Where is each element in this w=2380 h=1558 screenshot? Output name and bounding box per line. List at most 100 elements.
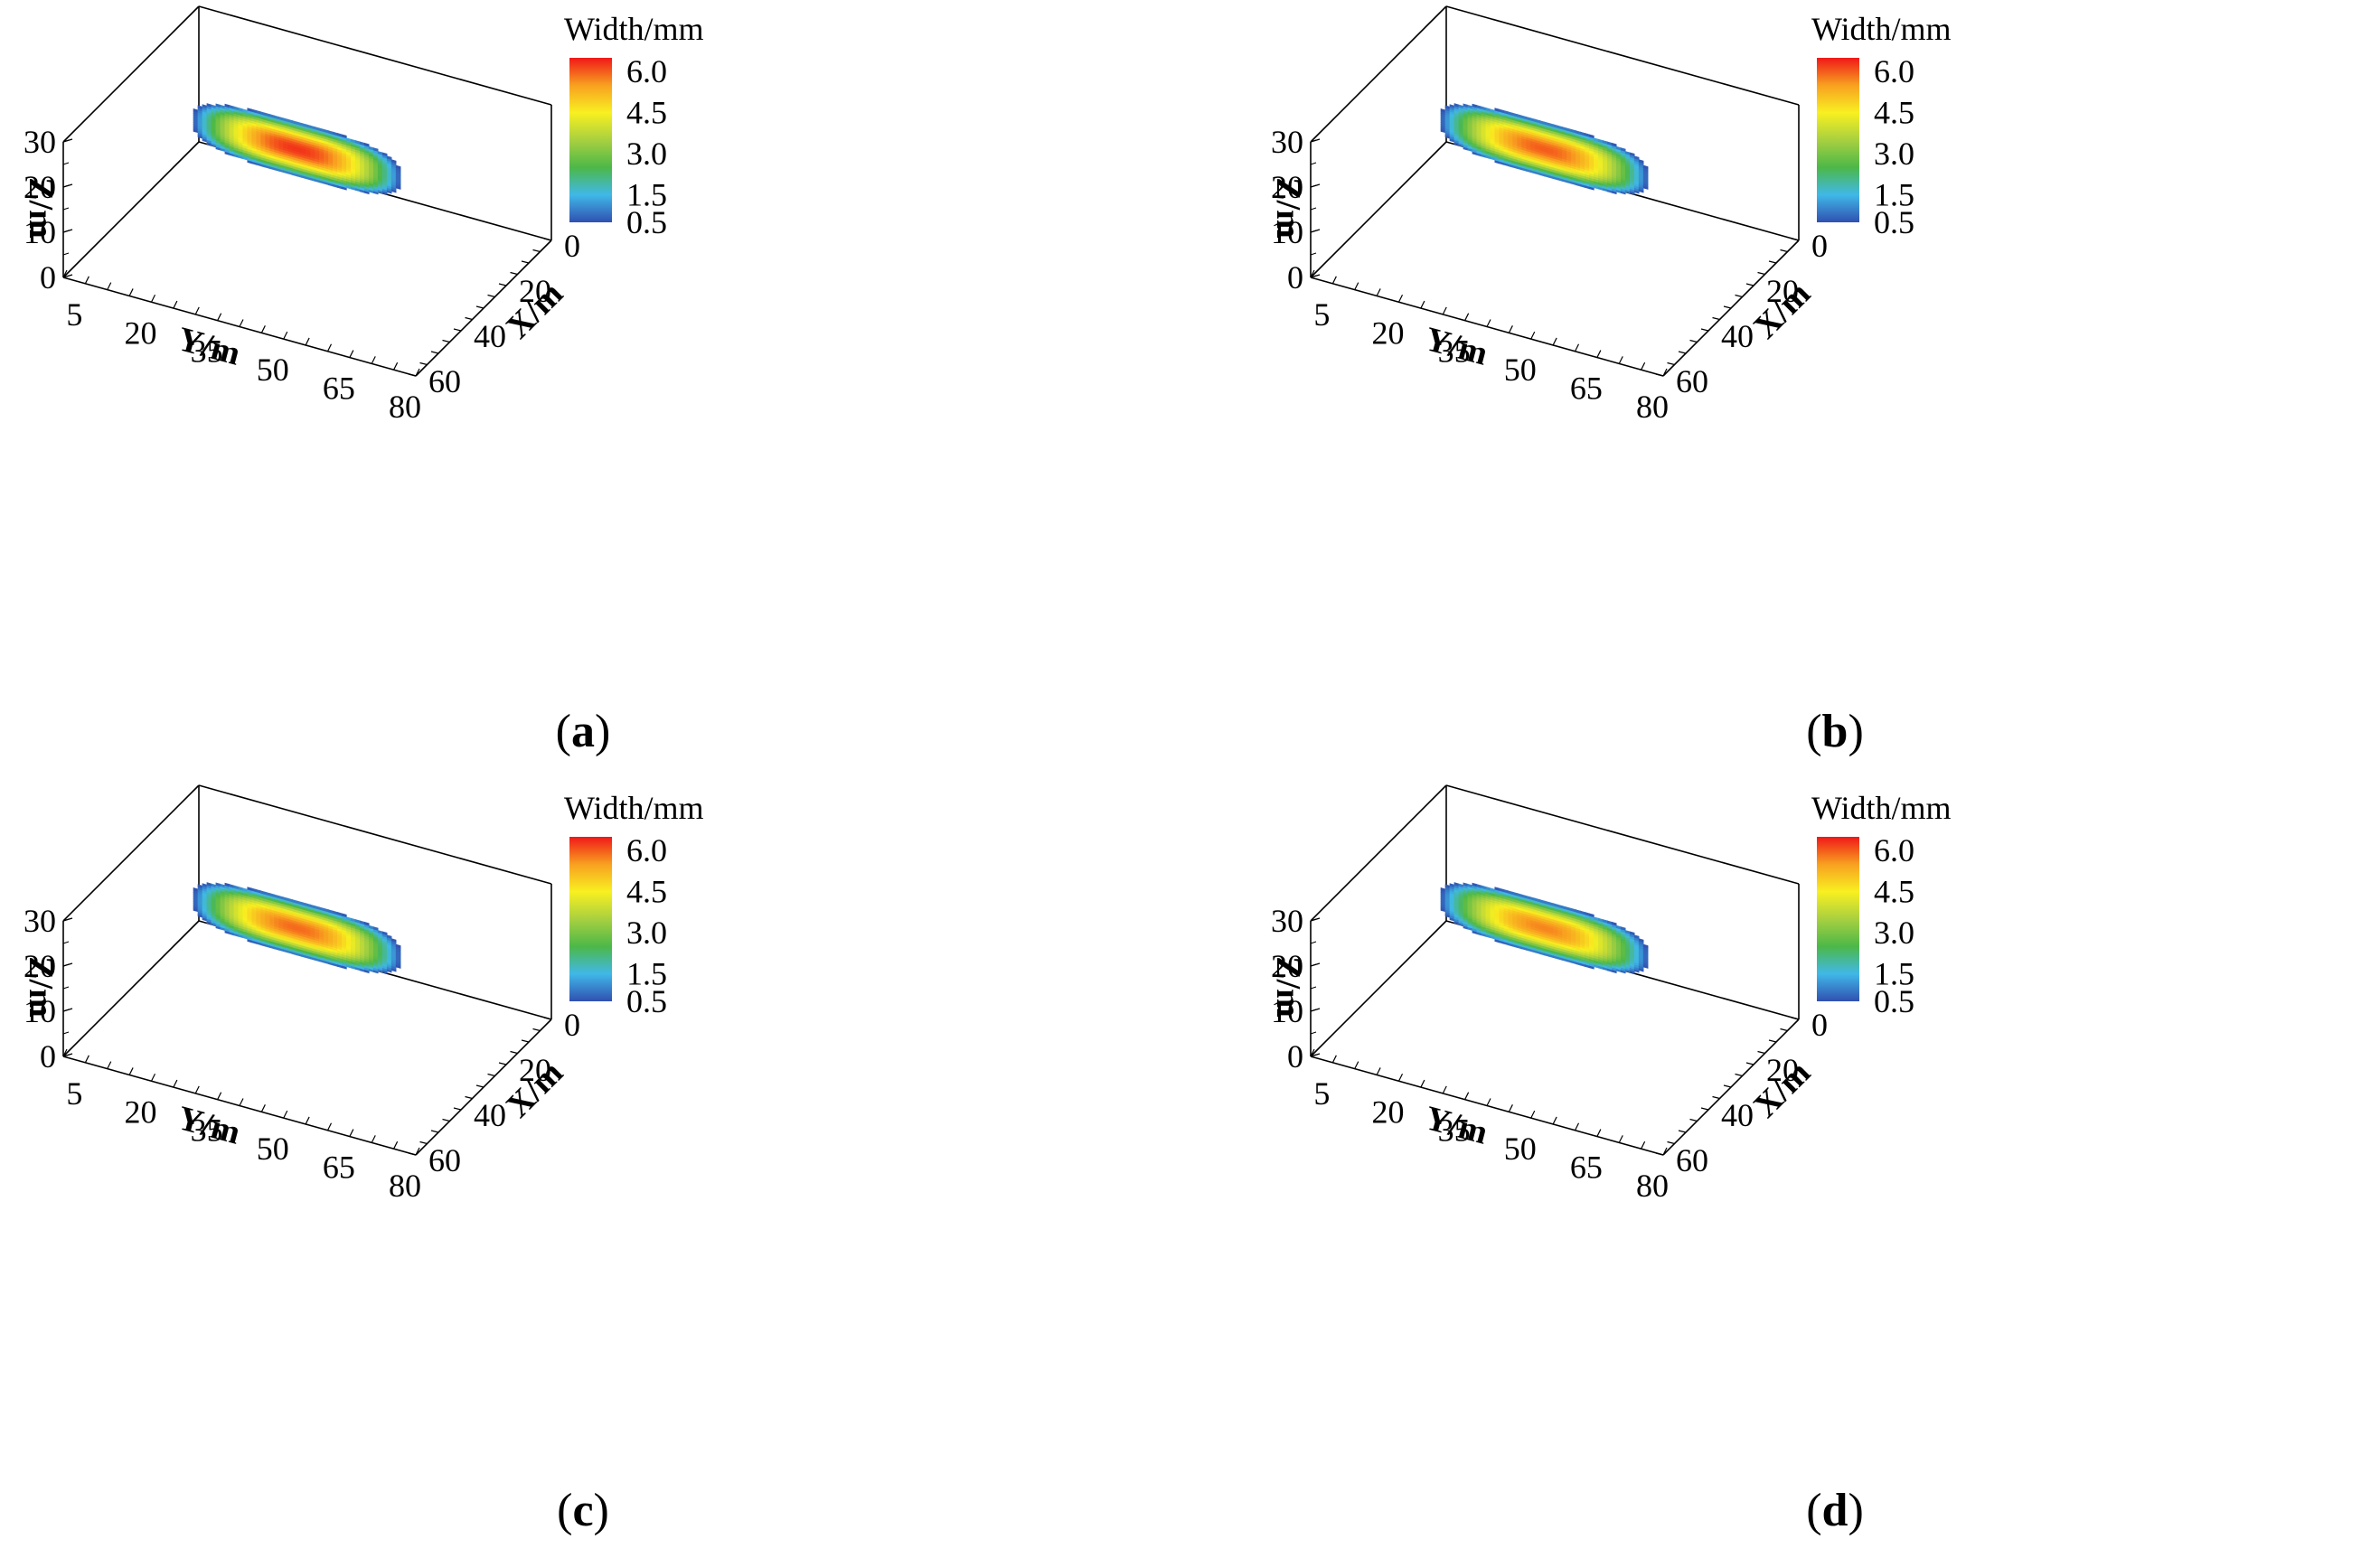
y-minor-tick xyxy=(1442,306,1447,315)
y-minor-tick xyxy=(1530,1110,1536,1119)
z-minor-tick xyxy=(1310,184,1317,188)
colorbar-tick-label: 0.5 xyxy=(626,983,667,1019)
x-tick-label: 60 xyxy=(1676,1142,1708,1178)
x-minor-tick xyxy=(1712,1095,1720,1100)
panel-caption-b: (b) xyxy=(1806,706,1864,757)
x-tick-label: 20 xyxy=(519,1052,551,1088)
y-minor-tick xyxy=(1530,331,1536,340)
fracture-cell xyxy=(1629,152,1635,157)
x-minor-tick xyxy=(532,249,541,253)
z-minor-tick xyxy=(62,252,70,256)
box-edge xyxy=(62,141,200,278)
panel-d: 0 10 20 30 5 20 35 50 65 80 0 20 40 60 Z/m Y/m X/m Width/… xyxy=(1247,779,2377,1556)
z-minor-tick xyxy=(62,918,70,922)
y-minor-tick xyxy=(1464,1092,1470,1100)
fracture-cell xyxy=(381,152,388,157)
y-minor-tick xyxy=(371,356,376,364)
box-edge xyxy=(62,784,200,922)
x-tick-label: 40 xyxy=(474,1097,506,1133)
y-axis-title: Y/m xyxy=(174,1099,244,1152)
y-minor-tick xyxy=(1310,269,1315,278)
x-minor-tick xyxy=(543,238,552,241)
colorbar-title: Width/mm xyxy=(564,790,704,826)
x-minor-tick xyxy=(1689,339,1698,343)
x-minor-tick xyxy=(419,1140,428,1145)
y-minor-tick xyxy=(415,368,420,377)
colorbar-tick-label: 3.0 xyxy=(1874,136,1914,172)
y-minor-tick xyxy=(1596,350,1602,358)
z-axis-title: Z/m xyxy=(1269,177,1307,239)
z-tick-label: 20 xyxy=(24,948,56,984)
x-minor-tick xyxy=(442,1118,450,1122)
colorbar-tick-label: 6.0 xyxy=(626,53,667,89)
y-minor-tick xyxy=(1420,300,1425,309)
y-minor-tick xyxy=(150,1073,156,1082)
z-minor-tick xyxy=(62,230,70,233)
x-minor-tick xyxy=(1745,1062,1754,1065)
colorbar-tick-label: 1.5 xyxy=(626,956,667,992)
fracture-cell xyxy=(1638,159,1644,164)
x-axis-title: X/m xyxy=(499,1054,570,1125)
x-minor-tick xyxy=(543,1017,552,1020)
colorbar-tick-label: 6.0 xyxy=(1874,53,1914,89)
z-minor-tick xyxy=(1310,918,1317,922)
z-minor-tick xyxy=(1310,252,1317,256)
y-minor-tick xyxy=(1662,368,1668,377)
y-minor-tick xyxy=(305,1116,310,1125)
fracture-cell xyxy=(1611,921,1617,926)
y-minor-tick xyxy=(326,1122,333,1131)
colorbar-tick-label: 6.0 xyxy=(626,832,667,868)
x-minor-tick xyxy=(1791,238,1800,241)
chart-3d-b: 0 10 20 30 5 20 35 50 65 80 0 20 40 60 Z/m Y/m X/m Width/… xyxy=(1269,5,1952,425)
x-minor-tick xyxy=(475,1084,484,1088)
x-tick-label: 40 xyxy=(1721,318,1754,354)
y-minor-tick xyxy=(1376,288,1381,296)
y-minor-tick xyxy=(283,331,288,340)
fracture-cell xyxy=(372,147,379,152)
z-tick-label: 10 xyxy=(24,993,56,1029)
x-minor-tick xyxy=(1768,1039,1777,1043)
z-tick-label: 0 xyxy=(40,259,56,296)
y-tick-label: 50 xyxy=(257,352,289,388)
colorbar-bar xyxy=(569,58,612,222)
z-axis-title: Z/m xyxy=(22,956,60,1018)
z-minor-tick xyxy=(1310,1009,1317,1012)
y-minor-tick xyxy=(84,1055,89,1064)
y-tick-label: 20 xyxy=(1372,314,1405,351)
x-minor-tick xyxy=(1655,1152,1664,1156)
plot-3d: 0 10 20 30 5 20 35 50 65 80 0 20 40 60 Z/m Y/m X/m xyxy=(1269,784,1828,1204)
x-minor-tick xyxy=(1667,361,1675,366)
x-minor-tick xyxy=(1780,1028,1788,1032)
panel-caption-a: (a) xyxy=(555,706,611,757)
x-minor-tick xyxy=(1768,260,1777,264)
fracture-cell xyxy=(342,134,347,139)
fracture-cell xyxy=(381,931,388,936)
fracture-cell xyxy=(372,926,379,931)
y-minor-tick xyxy=(1486,319,1491,327)
z-tick-label: 10 xyxy=(1271,214,1303,250)
x-minor-tick xyxy=(1723,1084,1732,1088)
colorbar-tick-label: 1.5 xyxy=(1874,956,1914,992)
colorbar-title: Width/mm xyxy=(564,11,704,47)
y-minor-tick xyxy=(349,1129,354,1137)
y-minor-tick xyxy=(393,1140,399,1150)
z-minor-tick xyxy=(62,275,70,278)
z-minor-tick xyxy=(62,207,70,211)
x-minor-tick xyxy=(1689,1118,1698,1122)
z-minor-tick xyxy=(1310,162,1317,165)
y-tick-label: 65 xyxy=(1570,1150,1603,1186)
fracture-cell xyxy=(1642,164,1649,170)
colorbar-tick-label: 4.5 xyxy=(626,95,667,131)
x-minor-tick xyxy=(1700,1107,1709,1111)
box-edge xyxy=(1445,5,1800,106)
z-minor-tick xyxy=(1310,963,1317,967)
box-edge xyxy=(1310,5,1447,143)
y-minor-tick xyxy=(393,361,399,371)
y-minor-tick xyxy=(1310,1048,1315,1057)
box-edge xyxy=(1310,141,1447,278)
y-tick-label: 80 xyxy=(1636,1168,1669,1204)
colorbar: Width/mm 6.0 4.5 3.0 1.50.5 xyxy=(564,790,704,1019)
y-minor-tick xyxy=(1331,1055,1337,1064)
x-minor-tick xyxy=(1757,1050,1765,1055)
y-tick-label: 20 xyxy=(1372,1093,1405,1130)
